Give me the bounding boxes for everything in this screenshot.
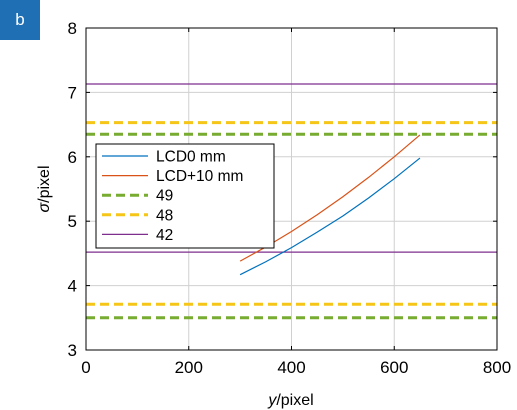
x-tick-label: 400 xyxy=(277,358,305,377)
threshold-lines xyxy=(86,83,497,320)
y-tick-label: 7 xyxy=(68,83,77,102)
x-tick-label: 200 xyxy=(175,358,203,377)
legend-entry-label: 48 xyxy=(156,207,173,224)
x-axis-ticks: 0 200 400 600 800 xyxy=(81,28,511,377)
legend-box xyxy=(95,143,275,249)
legend-entry-label: LCD0 mm xyxy=(156,149,226,166)
legend-entry-label: 42 xyxy=(156,227,173,244)
x-tick-label: 800 xyxy=(483,358,511,377)
y-axis-ticks: 3 4 5 6 7 8 xyxy=(68,19,497,360)
legend-entry-label: LCD+10 mm xyxy=(156,168,243,185)
x-tick-label: 0 xyxy=(81,358,90,377)
legend-entry-label: 49 xyxy=(156,188,173,205)
x-tick-label: 600 xyxy=(380,358,408,377)
x-axis-title: y/pixel xyxy=(267,392,313,409)
y-tick-label: 8 xyxy=(68,19,77,38)
y-tick-label: 6 xyxy=(68,148,77,167)
series-line-0 xyxy=(239,157,421,276)
y-tick-label: 5 xyxy=(68,212,77,231)
grid-lines xyxy=(86,28,497,350)
panel-label-badge: b xyxy=(0,0,40,40)
y-axis-title: σ/pixel xyxy=(36,165,53,212)
y-tick-label: 3 xyxy=(68,341,77,360)
legend: LCD0 mm LCD+10 mm 49 48 42 xyxy=(95,143,275,249)
y-tick-label: 4 xyxy=(68,277,77,296)
